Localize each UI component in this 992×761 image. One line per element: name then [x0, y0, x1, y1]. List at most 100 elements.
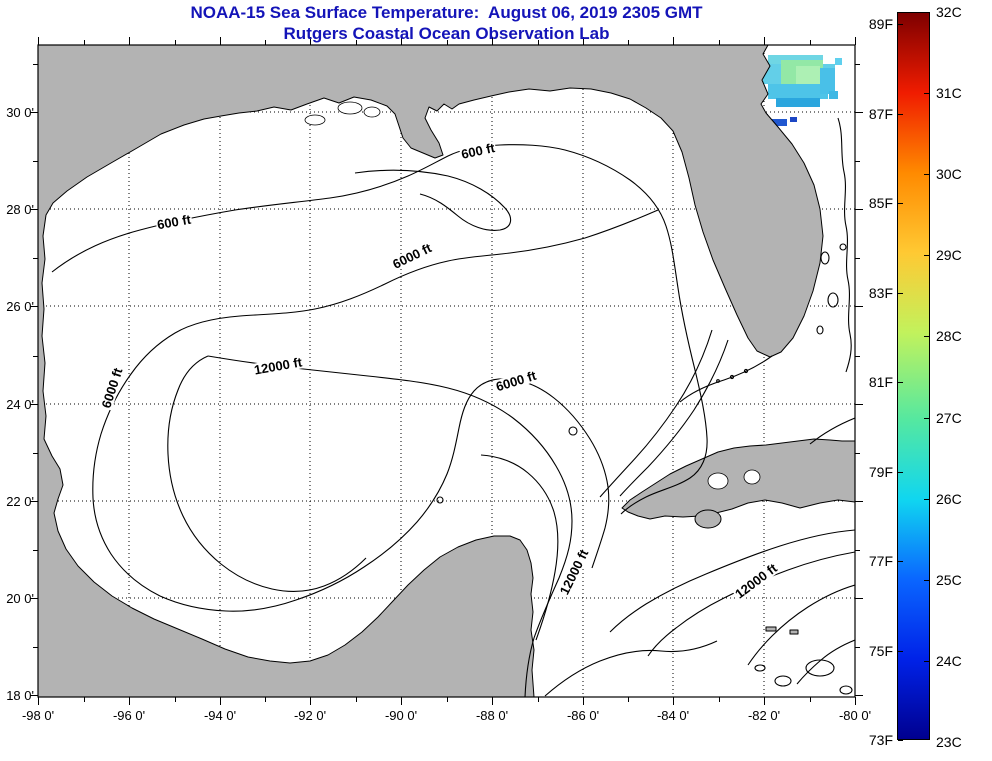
y-major-tick	[855, 112, 863, 113]
y-minor-tick	[855, 646, 860, 648]
y-major-tick	[30, 695, 38, 696]
colorbar-fahrenheit-label: 77F	[868, 553, 893, 569]
y-tick-label: 24 0'	[6, 397, 34, 412]
contour-florida-shelf-b	[619, 339, 729, 497]
x-major-tick	[673, 697, 674, 705]
y-minor-tick	[33, 646, 38, 648]
y-minor-tick	[855, 549, 860, 551]
colorbar-fahrenheit-label: 75F	[868, 642, 893, 659]
x-major-tick	[310, 697, 311, 705]
x-minor-tick	[446, 40, 448, 45]
y-tick-label: 20 0'	[6, 591, 34, 606]
y-minor-tick	[855, 257, 860, 259]
colorbar-f-tick	[898, 113, 903, 115]
colorbar-celsius-label: 31C	[936, 85, 962, 102]
colorbar-f-tick	[898, 471, 903, 473]
y-major-tick	[30, 501, 38, 502]
contour-florida-shelf-a	[599, 329, 713, 498]
y-minor-tick	[33, 549, 38, 551]
colorbar-f-tick	[898, 650, 903, 652]
x-minor-tick	[83, 40, 85, 45]
y-major-tick	[855, 501, 863, 502]
contour-cayman-trench	[747, 584, 855, 666]
x-major-tick	[220, 697, 221, 705]
x-major-tick	[855, 697, 856, 705]
colorbar-fahrenheit-label: 83F	[868, 284, 893, 301]
contour-shelf-detail	[354, 169, 512, 231]
colorbar-celsius-label: 29C	[936, 247, 962, 264]
isla-juventud-land	[694, 509, 722, 529]
y-major-tick	[855, 404, 863, 405]
y-minor-tick	[33, 63, 38, 65]
contour-atlantic-edge	[837, 117, 852, 373]
colorbar-celsius-label: 23C	[936, 733, 962, 750]
colorbar-f-tick	[898, 24, 903, 25]
y-minor-tick	[855, 452, 860, 454]
title-block: NOAA-15 Sea Surface Temperature: August …	[38, 2, 855, 44]
y-major-tick	[30, 306, 38, 307]
contour-caribbean-a	[544, 640, 718, 697]
x-minor-tick	[809, 697, 811, 702]
colorbar-fahrenheit-label: 87F	[868, 105, 893, 122]
x-minor-tick	[809, 40, 811, 45]
colorbar-celsius-label: 30C	[936, 166, 962, 183]
x-tick-label: -86 0'	[566, 708, 600, 723]
colorbar-c-tick	[924, 255, 929, 257]
x-tick-label: -98 0'	[21, 708, 55, 723]
colorbar-f-tick	[898, 292, 903, 294]
colorbar-fahrenheit-label: 81F	[868, 374, 893, 390]
x-major-tick	[764, 697, 765, 705]
y-major-tick	[855, 306, 863, 307]
x-minor-tick	[174, 40, 176, 45]
x-minor-tick	[265, 697, 266, 702]
x-minor-tick	[265, 40, 266, 45]
cay-islet	[765, 626, 777, 632]
bathymetry-contours	[51, 117, 855, 697]
x-tick-label: -80 0'	[838, 708, 872, 723]
y-major-tick	[855, 695, 863, 696]
y-major-tick	[855, 598, 863, 599]
colorbar-fahrenheit-label: 85F	[868, 195, 893, 211]
y-minor-tick	[33, 257, 38, 259]
y-minor-tick	[855, 160, 860, 162]
y-major-tick	[30, 404, 38, 405]
coastal-lakes	[304, 101, 761, 490]
x-minor-tick	[628, 40, 629, 45]
x-tick-label: -82 0'	[747, 708, 781, 723]
x-tick-label: -88 0'	[475, 708, 509, 723]
page-subtitle: Rutgers Coastal Ocean Observation Lab	[283, 24, 610, 43]
x-minor-tick	[355, 697, 357, 702]
x-minor-tick	[174, 697, 176, 702]
x-major-tick	[492, 37, 493, 45]
x-major-tick	[764, 37, 765, 45]
x-minor-tick	[83, 697, 85, 702]
contour-keys-arc	[679, 355, 773, 403]
contour-south-cuba-a	[609, 529, 855, 633]
colorbar-celsius-label: 24C	[936, 652, 962, 669]
y-tick-label: 30 0'	[6, 105, 34, 120]
land-masses	[38, 45, 855, 697]
colorbar-fahrenheit-label: 73F	[868, 732, 893, 748]
contour-12000ft-west	[167, 355, 367, 592]
contour-ne-cuba	[809, 417, 855, 445]
contour-yucatan-shelf	[480, 454, 559, 641]
x-major-tick	[583, 37, 584, 45]
x-tick-label: -94 0'	[203, 708, 237, 723]
x-major-tick	[492, 697, 493, 705]
x-minor-tick	[628, 697, 629, 702]
contour-south-cuba-b	[647, 551, 855, 657]
x-tick-label: -90 0'	[384, 708, 418, 723]
cuba-land	[621, 438, 855, 520]
x-major-tick	[38, 697, 39, 705]
colorbar-celsius-label: 27C	[936, 409, 962, 426]
x-major-tick	[129, 37, 130, 45]
y-minor-tick	[855, 63, 860, 65]
x-minor-tick	[537, 40, 539, 45]
colorbar-c-tick	[924, 579, 929, 581]
x-minor-tick	[718, 40, 720, 45]
y-minor-tick	[855, 355, 860, 357]
x-major-tick	[401, 37, 402, 45]
colorbar-celsius-label: 25C	[936, 571, 962, 588]
